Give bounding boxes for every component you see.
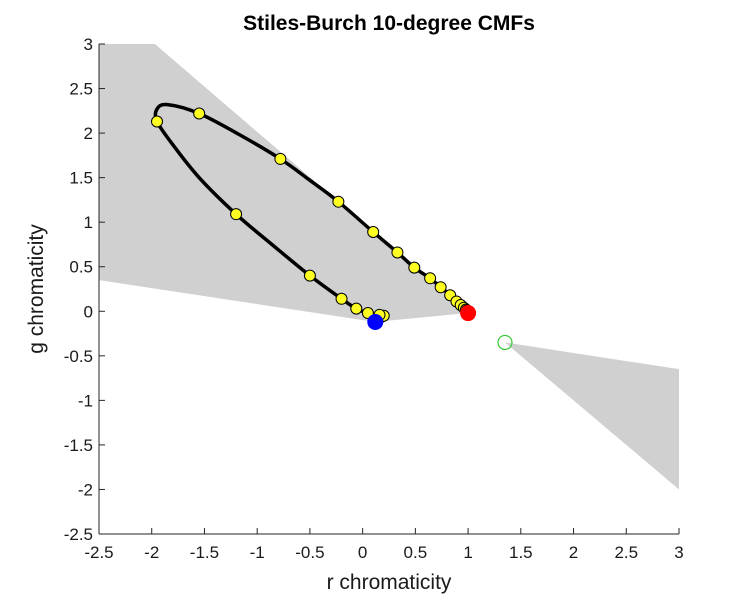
marker-point-7 (303, 269, 316, 282)
chart-title: Stiles-Burch 10-degree CMFs (243, 12, 535, 35)
x-tick-label: -0.5 (295, 543, 324, 562)
y-tick-label: 1 (84, 213, 93, 232)
x-tick-label: -1.5 (190, 543, 219, 562)
marker-point-8 (230, 208, 243, 221)
x-tick-label: 1.5 (509, 543, 533, 562)
x-tick-label: 0 (358, 543, 367, 562)
y-tick-label: 0.5 (69, 258, 93, 277)
white-point-marker (497, 334, 513, 351)
marker-point-6 (335, 292, 348, 305)
marker-point-14 (391, 246, 404, 259)
y-tick-label: -1 (78, 391, 93, 410)
y-tick-label: 0 (84, 302, 93, 321)
plot-area (99, 44, 679, 490)
red-primary-point (460, 305, 477, 322)
x-tick-label: 3 (674, 543, 683, 562)
marker-point-12 (332, 195, 345, 208)
y-tick-label: 3 (84, 35, 93, 54)
x-tick-label: -2 (144, 543, 159, 562)
marker-point-13 (367, 225, 380, 238)
y-tick-label: -1.5 (64, 436, 93, 455)
y-tick-label: -2 (78, 480, 93, 499)
y-tick-label: -2.5 (64, 525, 93, 544)
marker-point-9 (151, 115, 163, 128)
marker-point-16 (424, 272, 437, 285)
data-points (151, 107, 513, 351)
marker-point-17 (434, 281, 447, 294)
marker-point-11 (274, 152, 287, 165)
x-tick-label: -1 (250, 543, 265, 562)
y-tick-label: -0.5 (64, 347, 93, 366)
x-tick-label: 2 (569, 543, 578, 562)
x-tick-label: -2.5 (84, 543, 113, 562)
y-tick-label: 2.5 (69, 80, 93, 99)
y-tick-label: 1.5 (69, 169, 93, 188)
marker-point-10 (193, 107, 206, 120)
x-axis-label: r chromaticity (327, 571, 452, 594)
axes: -2.5 -2 -1.5 -1 -0.5 0 0.5 1 1.5 2 2.5 3 3 2.5 2 1.5 1 0.… (64, 35, 684, 562)
x-tick-label: 0.5 (404, 543, 428, 562)
blue-primary-point (367, 313, 384, 330)
marker-point-5 (350, 302, 363, 315)
x-tick-label: 1 (463, 543, 472, 562)
y-axis-label: g chromaticity (25, 224, 48, 354)
shaded-region-2 (505, 342, 679, 490)
x-tick-label: 2.5 (614, 543, 638, 562)
shaded-regions (99, 44, 679, 490)
marker-point-15 (408, 261, 421, 274)
shaded-region-1 (99, 44, 469, 322)
y-tick-label: 2 (84, 124, 93, 143)
